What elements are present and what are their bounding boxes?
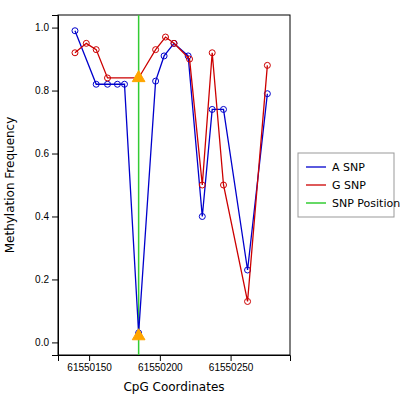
point [72,50,78,56]
marks [72,15,270,355]
x-tick-label: 61550200 [138,362,183,373]
x-axis: 61550150 61550200 61550250 [59,355,291,373]
point [121,81,127,87]
x-tick: 61550150 [67,355,112,373]
y-tick-mark [52,342,58,343]
y-tick: 0.8 [35,85,58,96]
x-axis-line [59,356,291,362]
triangle-marker [132,329,145,340]
legend-label: A SNP [332,161,365,174]
point [163,34,169,40]
point [72,28,78,34]
snp-line [138,15,140,355]
point [114,81,120,87]
y-tick-label: 0.4 [35,211,49,222]
point [161,53,167,59]
legend-item: G SNP [306,179,366,192]
y-tick-mark [52,154,58,155]
y-tick: 1.0 [35,22,58,33]
y-tick-label: 1.0 [35,22,49,33]
legend-swatch [306,202,326,204]
y-tick-label: 0.6 [35,148,49,159]
legend-swatch [306,184,326,185]
point [209,106,215,112]
point [209,50,215,56]
point [105,75,111,81]
legend-item: SNP Position [306,197,400,210]
y-tick-label: 0.0 [35,337,49,348]
plot: 61550150 61550200 61550250 0.0 0.2 0.4 0.6 0.8 1… [3,15,291,394]
legend: A SNP G SNP SNP Position [298,153,400,217]
triangle-marker [132,71,145,82]
line [75,37,267,301]
point [187,56,193,62]
legend-swatch [306,166,326,167]
y-tick-mark [52,279,58,280]
point [264,62,270,68]
point [221,106,227,112]
y-tick-mark [52,216,58,217]
point [199,213,205,219]
point [221,182,227,188]
y-tick: 0.2 [35,274,58,285]
point [83,40,89,46]
y-tick: 0.6 [35,148,58,159]
y-tick-label: 0.8 [35,85,49,96]
y-tick-mark [52,28,58,29]
x-tick: 61550200 [138,355,183,373]
point [153,47,159,53]
y-tick-mark [52,91,58,92]
plot-frame [58,15,290,355]
point [153,78,159,84]
y-axis-line [52,16,59,356]
y-tick: 0.4 [35,211,58,222]
x-tick-label: 61550150 [67,362,112,373]
y-tick: 0.0 [35,337,58,348]
y-tick-label: 0.2 [35,274,49,285]
line [75,31,267,333]
x-tick-mark [231,355,232,361]
y-axis: 0.0 0.2 0.4 0.6 0.8 1.0 [35,16,58,356]
point [245,298,251,304]
chart: 61550150 61550200 61550250 0.0 0.2 0.4 0.6 0.8 1… [0,0,400,400]
point [105,81,111,87]
x-tick-mark [160,355,161,361]
y-axis-title: Methylation Frequency [3,117,17,254]
point [171,40,177,46]
legend-label: G SNP [332,179,366,192]
x-tick: 61550250 [209,355,254,373]
legend-label: SNP Position [332,197,400,210]
x-axis-title: CpG Coordinates [123,380,224,394]
x-tick-label: 61550250 [209,362,254,373]
legend-item: A SNP [306,161,365,174]
point [93,81,99,87]
x-tick-mark [89,355,90,361]
point [93,47,99,53]
point [199,182,205,188]
